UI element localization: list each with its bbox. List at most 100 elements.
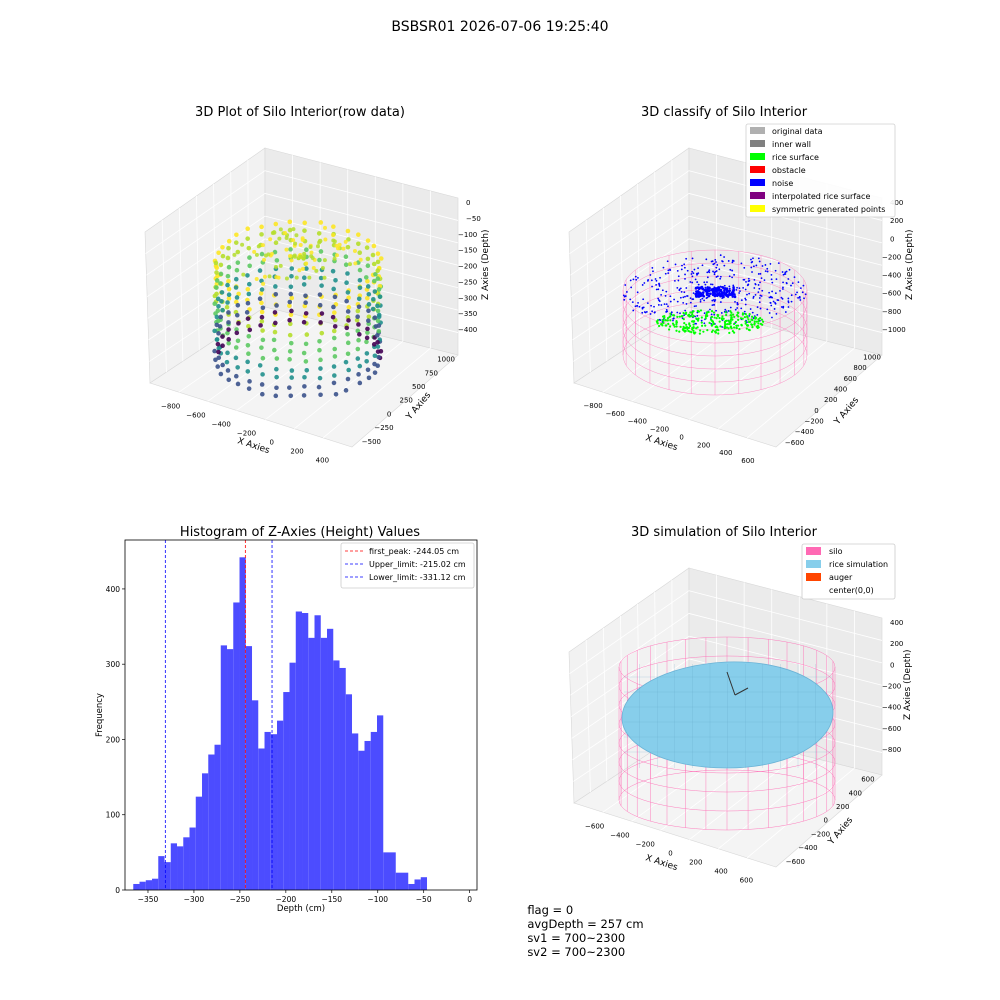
noise-point — [706, 276, 709, 279]
data-point — [215, 296, 221, 302]
noise-point — [672, 319, 674, 322]
noise-point — [729, 268, 732, 271]
plot-frame — [124, 539, 478, 891]
data-point — [224, 304, 230, 310]
data-point — [291, 227, 296, 232]
rice-surface-point — [718, 320, 721, 323]
rice-surface-point — [724, 323, 727, 326]
noise-point — [731, 269, 734, 272]
rice-surface-point — [698, 329, 702, 332]
data-point — [355, 314, 360, 320]
data-point — [332, 294, 338, 300]
rice-surface-point — [737, 318, 740, 321]
data-point — [372, 370, 378, 375]
noise-point — [739, 290, 741, 293]
data-point — [289, 273, 294, 279]
data-point — [273, 393, 279, 399]
noise-point — [658, 299, 660, 301]
x-tick-label: 200 — [697, 441, 710, 449]
data-point — [257, 363, 263, 368]
y-tick-label: −500 — [362, 438, 381, 446]
noise-point — [689, 297, 692, 300]
z-tick-label: −350 — [458, 310, 477, 318]
x-tick-label: −200 — [276, 895, 297, 904]
histogram-bar — [195, 796, 203, 890]
data-point — [334, 253, 339, 258]
noise-point — [774, 269, 777, 272]
data-point — [331, 364, 337, 369]
noise-point — [657, 297, 660, 300]
data-point — [216, 349, 221, 355]
data-point — [225, 368, 231, 373]
legend-frame — [745, 123, 896, 218]
noise-point — [798, 296, 801, 299]
noise-point — [649, 313, 652, 315]
rice-surface-point — [688, 322, 691, 325]
rice-surface-point — [727, 327, 730, 330]
data-point — [226, 264, 232, 270]
data-point — [213, 357, 218, 363]
noise-point — [683, 263, 686, 266]
data-point — [235, 303, 241, 308]
data-point — [356, 372, 361, 377]
data-point — [235, 338, 241, 344]
noise-point — [728, 275, 731, 278]
z-tick-label: −200 — [458, 263, 477, 271]
noise-point — [713, 292, 717, 295]
noise-point — [669, 295, 672, 298]
noise-point — [685, 287, 688, 289]
legend-frame — [340, 542, 475, 589]
data-point — [341, 246, 346, 251]
data-point — [304, 261, 309, 266]
histogram-xlabel: Depth (cm) — [277, 904, 325, 914]
legend-swatch — [806, 573, 821, 581]
noise-point — [683, 291, 686, 294]
data-point — [291, 238, 296, 243]
noise-point — [727, 294, 730, 297]
noise-point — [759, 307, 762, 310]
noise-point — [748, 315, 751, 317]
data-point — [358, 257, 363, 262]
data-point — [345, 290, 351, 295]
noise-point — [647, 279, 650, 281]
rice-surface-point — [749, 320, 752, 323]
histogram-bar — [202, 773, 209, 890]
noise-point — [766, 267, 769, 270]
panel1-ticks: −800−600−400−2000200400−500−250025050075… — [161, 199, 481, 465]
noise-point — [664, 272, 667, 275]
rice-surface-point — [690, 331, 693, 334]
data-point — [259, 345, 264, 350]
data-point — [316, 384, 322, 390]
data-point — [375, 339, 380, 345]
rice-surface-point — [680, 315, 683, 318]
data-point — [303, 359, 309, 364]
histogram-bar — [270, 734, 278, 890]
histogram-bar — [420, 877, 428, 890]
rice-surface-point — [699, 309, 703, 312]
rice-surface-point — [710, 324, 713, 327]
noise-point — [667, 272, 670, 275]
legend-swatch — [750, 192, 765, 199]
noise-point — [759, 272, 762, 275]
noise-point — [665, 309, 668, 311]
data-point — [288, 393, 294, 399]
noise-point — [721, 285, 725, 289]
noise-point — [799, 299, 802, 301]
rice-surface-point — [718, 316, 721, 320]
legend-label: auger — [829, 573, 853, 582]
noise-point — [655, 283, 658, 286]
grid-line — [569, 590, 690, 674]
noise-point — [713, 304, 715, 306]
rice-surface-point — [679, 325, 682, 328]
data-point — [216, 331, 221, 336]
rice-surface-point — [745, 327, 748, 330]
histogram-bar — [214, 744, 221, 890]
noise-point — [721, 326, 724, 328]
y-tick-label: 800 — [853, 364, 866, 372]
data-point — [364, 245, 370, 250]
noise-point — [622, 294, 625, 297]
histogram-bar — [352, 733, 359, 890]
noise-point — [701, 264, 704, 267]
data-point — [347, 262, 352, 267]
noise-point — [709, 308, 711, 311]
